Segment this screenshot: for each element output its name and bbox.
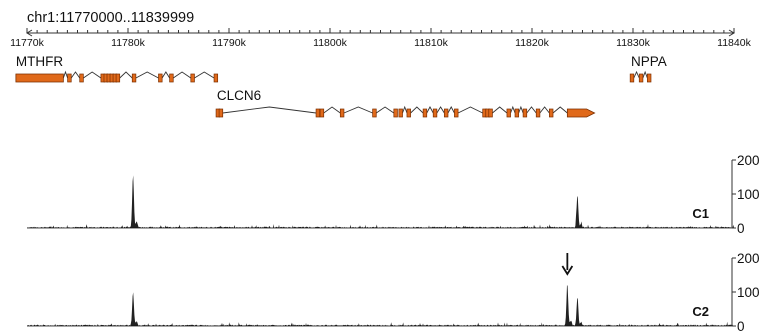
gene-mthfr[interactable]: MTHFR — [15, 54, 219, 83]
exon-block — [67, 73, 72, 83]
coordinate-ruler: 11770k 11780k 11790k 11800k 11810k 11820k 1183… — [10, 28, 752, 49]
exon-block — [190, 73, 195, 83]
intron-line — [457, 106, 483, 114]
exon-block — [319, 108, 325, 118]
ruler-tick-label: 11830k — [616, 37, 650, 49]
track-name-label: C1 — [692, 206, 709, 221]
exon-block — [422, 108, 428, 118]
exon-block — [169, 73, 174, 83]
exon-block — [398, 108, 403, 118]
intron-line — [436, 106, 445, 114]
gene-annotation-track: MTHFR CLCN6 NPPA — [15, 54, 667, 118]
exon-block — [506, 108, 511, 118]
signal-track-c1: 200 100 0 C1 — [27, 153, 760, 236]
down-arrow-icon — [561, 253, 574, 276]
exon-block — [454, 108, 459, 118]
exon-block — [535, 108, 541, 118]
exon-block — [549, 108, 554, 118]
intron-line — [161, 71, 170, 79]
intron-line — [447, 106, 455, 114]
y-axis-tick-label: 200 — [737, 153, 760, 168]
intron-line — [642, 70, 648, 79]
intron-line — [510, 105, 516, 114]
exon-block — [213, 73, 219, 83]
ruler-tick-label: 11770k — [10, 37, 44, 49]
intron-line — [552, 106, 568, 114]
gene-nppa[interactable]: NPPA — [629, 54, 667, 83]
exon-block — [638, 73, 644, 83]
ruler-tick-label: 11780k — [111, 37, 145, 49]
utr-block — [566, 108, 596, 118]
exon-block — [488, 108, 493, 118]
exon-block — [315, 108, 321, 118]
intron-line — [539, 106, 550, 114]
exon-block — [115, 73, 121, 83]
intron-line — [194, 71, 215, 79]
ruler-tick-label: 11840k — [717, 37, 751, 49]
exon-block — [339, 108, 345, 118]
y-axis-tick-label: 0 — [737, 319, 745, 333]
ruler-tick-label: 11790k — [212, 37, 246, 49]
gene-clcn6[interactable]: CLCN6 — [215, 88, 596, 118]
exon-block — [522, 108, 528, 118]
signal-area — [27, 284, 734, 326]
exon-block — [406, 108, 411, 118]
signal-track-c2: 200 100 0 C2 — [27, 251, 760, 333]
track-name-label: C2 — [692, 304, 709, 319]
region-title: chr1:11770000..11839999 — [27, 10, 194, 26]
y-axis-tick-label: 200 — [737, 251, 760, 266]
intron-line — [83, 71, 102, 79]
intron-line — [323, 106, 341, 114]
intron-line — [526, 106, 537, 114]
exon-block — [432, 108, 438, 118]
signal-area — [27, 175, 734, 228]
exon-block — [629, 73, 635, 83]
exon-block — [443, 108, 449, 118]
exon-block — [372, 108, 377, 118]
gene-name-label: NPPA — [631, 54, 667, 69]
exon-block — [158, 73, 163, 83]
y-axis-tick-label: 100 — [737, 285, 760, 300]
intron-line — [492, 106, 508, 114]
intron-line — [222, 106, 317, 114]
gene-name-label: MTHFR — [16, 54, 63, 69]
ruler-tick-label: 11820k — [515, 37, 549, 49]
intron-line — [135, 71, 159, 79]
ruler-tick-label: 11800k — [313, 37, 347, 49]
intron-line — [426, 106, 434, 114]
exon-block — [79, 73, 84, 83]
intron-line — [410, 106, 424, 114]
gene-name-label: CLCN6 — [217, 88, 261, 103]
intron-line — [633, 70, 640, 79]
exon-block — [514, 108, 520, 118]
intron-line — [343, 106, 373, 114]
intron-line — [62, 70, 69, 79]
exon-block — [393, 108, 398, 118]
y-axis-tick-label: 100 — [737, 187, 760, 202]
intron-line — [172, 71, 192, 79]
exon-block — [646, 73, 652, 83]
intron-line — [119, 71, 133, 79]
ruler-tick-label: 11810k — [414, 37, 448, 49]
intron-line — [518, 105, 524, 114]
utr-block — [15, 73, 64, 83]
intron-line — [376, 106, 395, 114]
intron-line — [70, 71, 81, 79]
exon-block — [131, 73, 137, 83]
exon-block — [218, 108, 224, 118]
y-axis-tick-label: 0 — [737, 221, 745, 236]
intron-line — [402, 105, 408, 114]
